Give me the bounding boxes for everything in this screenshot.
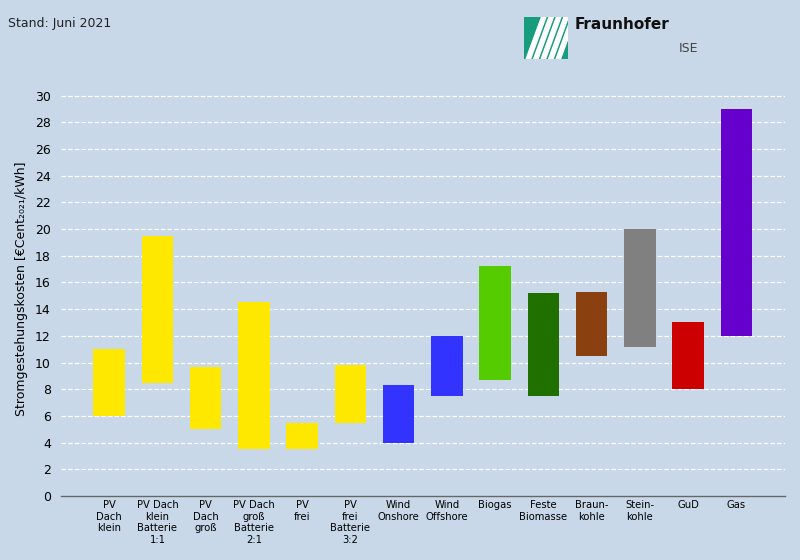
Bar (721, 109, 752, 336)
Bar (94, 349, 125, 416)
Bar (479, 267, 511, 380)
Polygon shape (549, 17, 569, 59)
Text: Stand: Juni 2021: Stand: Juni 2021 (8, 17, 111, 30)
Bar (528, 293, 559, 396)
Bar (238, 302, 270, 449)
Bar (673, 323, 704, 389)
Polygon shape (541, 17, 561, 59)
Text: Fraunhofer: Fraunhofer (574, 17, 669, 32)
Polygon shape (556, 17, 576, 59)
Polygon shape (526, 17, 546, 59)
Text: ISE: ISE (679, 42, 698, 55)
Bar (431, 336, 462, 396)
Bar (624, 229, 655, 347)
Bar (190, 367, 222, 430)
Bar (576, 292, 607, 356)
Bar (383, 385, 414, 442)
Bar (334, 365, 366, 423)
Bar (142, 236, 173, 382)
Polygon shape (534, 17, 554, 59)
Y-axis label: Stromgestehungskosten [€Cent₂₀₂₁/kWh]: Stromgestehungskosten [€Cent₂₀₂₁/kWh] (15, 162, 28, 417)
Bar (286, 423, 318, 449)
